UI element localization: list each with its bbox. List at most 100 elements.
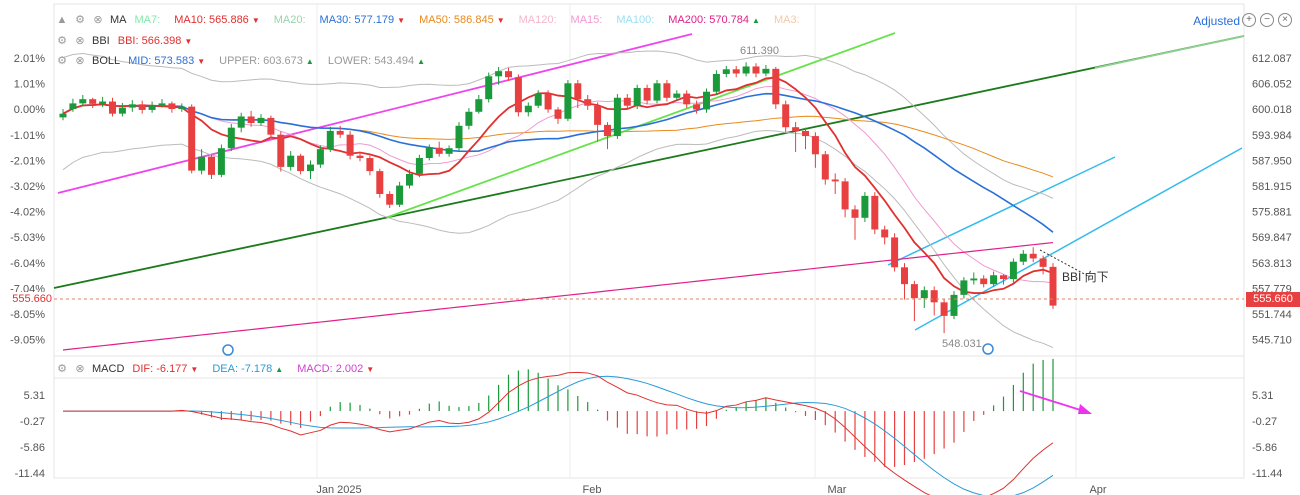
close-icon[interactable]: ⊗ [75,55,85,67]
left-tick-label: -4.02% [10,207,45,219]
left-tick-label: -1.01% [10,130,45,142]
trendline [57,33,693,194]
legend-item-value: 586.845 [450,14,494,26]
minus-icon[interactable]: − [1260,13,1274,27]
candle-body [307,164,314,172]
gear-icon[interactable]: ⚙ [57,55,67,67]
legend-item: MA7: [135,14,161,26]
candle-body [841,181,849,210]
arrow-down-icon: ▼ [251,16,260,25]
candle-body [514,77,522,113]
macd-left-tick-label: -11.44 [15,468,45,480]
legend-name: BBI [92,35,110,47]
close-icon[interactable]: ⊗ [93,14,103,26]
legend-item-value: 573.583 [151,55,195,67]
candle-body [89,99,97,104]
candle-body [752,66,760,74]
gear-icon[interactable]: ⚙ [57,35,67,47]
ma30-line [62,92,1054,233]
candle-body [257,117,265,123]
close-icon[interactable]: ⊗ [75,35,85,47]
right-tick-label: 569.847 [1252,232,1292,244]
candle-body [802,130,809,137]
candle-body [940,302,948,316]
legend-bbi: ⚙ ⊗ BBI BBI: 566.398 ▼ [56,33,206,49]
legend-item-label: LOWER: [327,55,372,67]
legend-name: MACD [92,363,125,375]
close-icon[interactable]: × [1278,13,1292,27]
legend-item: MID: 573.583 ▼ [128,55,205,67]
legend-item-label: DEA: [212,363,239,375]
boll-upper [62,50,1054,199]
candle-body [821,154,829,180]
legend-item-label: UPPER: [219,55,261,67]
legend-item-label: MA7: [134,14,161,26]
candle-body [861,195,869,218]
high-label: 611.390 [740,45,779,57]
right-tick-label: 606.052 [1252,79,1292,91]
left-tick-label: -3.02% [10,181,45,193]
macd-left-tick-label: -0.27 [20,416,45,428]
macd-right-tick-label: -11.44 [1252,468,1282,480]
arrow-down-icon: ▼ [197,57,206,66]
arrow-down-icon: ▼ [184,37,193,46]
candle-body [663,83,671,98]
candle-body [574,83,582,100]
candle-body [445,148,453,154]
gear-icon[interactable]: ⚙ [57,363,67,375]
candle-body [891,237,899,268]
candle-body [109,101,116,114]
left-tick-label: -6.04% [10,258,45,270]
candle-body [376,171,384,194]
candle-body [970,278,978,281]
candle-body [544,93,552,110]
arrow-down-icon: ▼ [190,365,199,374]
adjusted-button[interactable]: Adjusted [1193,14,1240,28]
candle-body [950,294,958,316]
candle-body [267,117,275,135]
candle-body [683,93,691,105]
candle-body [217,148,225,175]
left-tick-label: -2.01% [10,155,45,167]
collapse-icon[interactable]: ▲ [56,14,68,26]
candle-body [980,278,988,285]
candle-body [465,111,473,126]
close-icon[interactable]: ⊗ [75,363,85,375]
legend-item: MA20: [274,14,306,26]
candle-body [326,130,334,150]
legend-name: MA [110,14,127,26]
arrow-up-icon: ▲ [752,16,760,25]
candle-body [594,105,602,125]
legend-item-label: MA10: [174,14,206,26]
legend-item: MA50: 586.845 ▼ [419,14,505,26]
candle-body [366,158,374,172]
legend-item-label: MA20: [273,14,306,26]
legend-name: BOLL [92,55,121,67]
candle-body [455,125,463,149]
candle-body [564,83,572,119]
right-tick-label: 587.950 [1252,155,1292,167]
left-tick-label: -8.05% [10,309,45,321]
candle-body [782,104,790,128]
legend-item-value: 570.784 [706,14,750,26]
candle-body [693,104,701,110]
right-tick-label: 600.018 [1252,104,1292,116]
legend-item-label: MID: [128,55,152,67]
gear-icon[interactable]: ⚙ [75,14,85,26]
left-tick-label: 0.00% [14,104,45,116]
left-tick-label: 2.01% [14,53,45,65]
candle-body [415,158,423,174]
macd-right-tick-label: -0.27 [1252,416,1277,428]
candle-body [188,106,196,171]
candle-body [920,290,928,299]
arrow-down-icon: ▼ [397,16,406,25]
legend-item: MA30: 577.179 ▼ [320,14,406,26]
candle-body [1009,261,1017,279]
arrow-down-icon: ▼ [366,365,375,374]
plus-icon[interactable]: + [1242,13,1256,27]
legend-item-label: MA3: [773,14,800,26]
macd-left-tick-label: -5.86 [20,442,45,454]
left-tick-label: -9.05% [10,335,45,347]
candle-body [742,66,750,74]
